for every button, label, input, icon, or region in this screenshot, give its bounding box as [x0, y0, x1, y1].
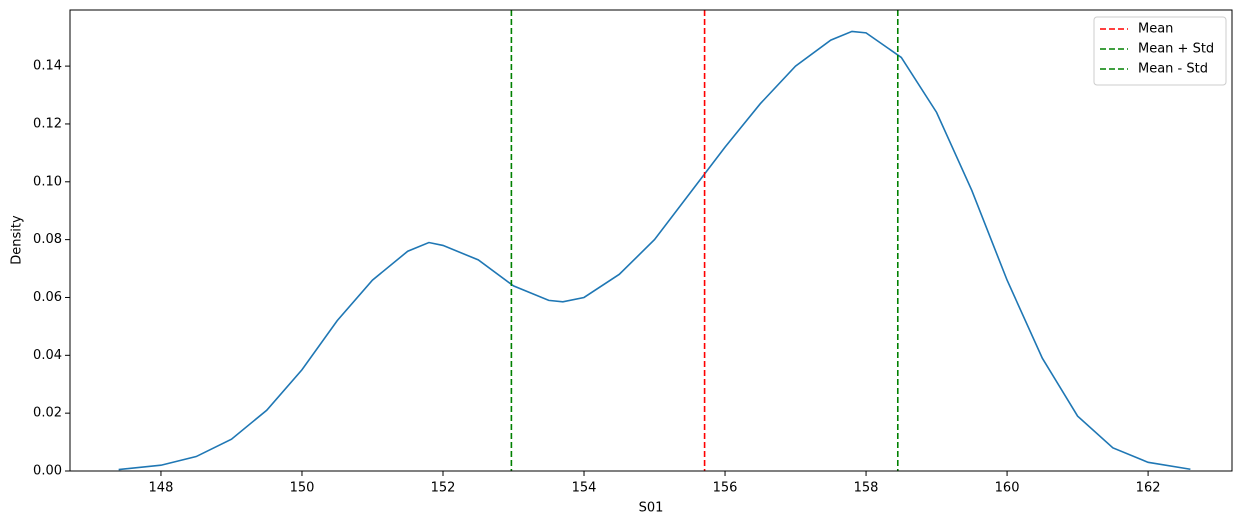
- plot-frame: [69, 9, 1233, 472]
- y-tick-label: 0.14: [33, 59, 62, 74]
- x-tick-label: 148: [149, 481, 174, 496]
- legend-box: [1093, 16, 1227, 86]
- y-tick-label: 0.08: [33, 232, 62, 247]
- x-axis-label: S01: [639, 501, 664, 516]
- x-tick-label: 162: [1136, 481, 1161, 496]
- y-axis-label: Density: [10, 215, 25, 265]
- y-tick-label: 0.10: [33, 174, 62, 189]
- y-tick-label: 0.00: [33, 464, 62, 479]
- x-tick-label: 158: [854, 481, 879, 496]
- x-tick-label: 150: [290, 481, 315, 496]
- x-tick-label: 160: [995, 481, 1020, 496]
- x-tick-label: 154: [572, 481, 597, 496]
- x-tick-label: 152: [431, 481, 456, 496]
- legend-label: Mean - Std: [1138, 62, 1208, 77]
- legend-label: Mean: [1138, 22, 1173, 37]
- y-tick-label: 0.04: [33, 348, 62, 363]
- density-line: [118, 30, 1191, 471]
- x-tick-label: 156: [713, 481, 738, 496]
- legend-label: Mean + Std: [1138, 42, 1214, 57]
- y-tick-label: 0.12: [33, 116, 62, 131]
- y-tick-label: 0.06: [33, 290, 62, 305]
- y-tick-label: 0.02: [33, 406, 62, 421]
